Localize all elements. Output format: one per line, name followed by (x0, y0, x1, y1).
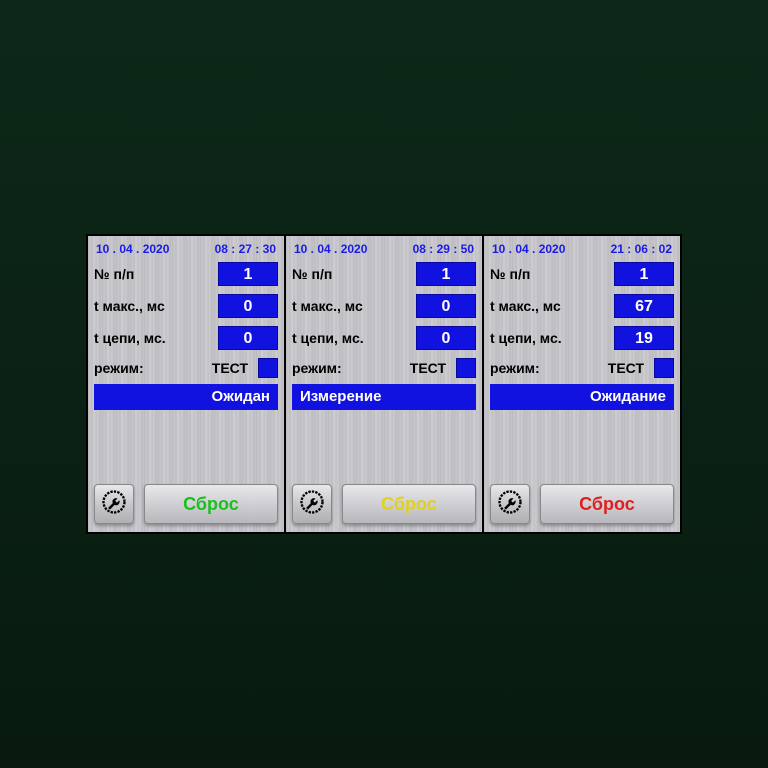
settings-button[interactable] (94, 484, 134, 524)
settings-button[interactable] (292, 484, 332, 524)
date-text: 10 . 04 . 2020 (492, 242, 565, 256)
value-mode: ТЕСТ (608, 360, 644, 376)
row-tmax: t макс., мс 67 (490, 294, 674, 318)
reset-button[interactable]: Сброс (144, 484, 278, 524)
label-tcircuit: t цепи, мс. (490, 330, 562, 346)
bottom-controls: Сброс (292, 484, 476, 524)
wrench-icon (100, 488, 128, 521)
value-np: 1 (218, 262, 278, 286)
label-mode: режим: (94, 360, 144, 376)
reset-button[interactable]: Сброс (342, 484, 476, 524)
value-tmax: 0 (218, 294, 278, 318)
date-text: 10 . 04 . 2020 (96, 242, 169, 256)
row-tmax: t макс., мс 0 (292, 294, 476, 318)
value-mode: ТЕСТ (212, 360, 248, 376)
value-tcircuit: 19 (614, 326, 674, 350)
date-text: 10 . 04 . 2020 (294, 242, 367, 256)
time-text: 08 : 29 : 50 (413, 242, 474, 256)
label-np: № п/п (292, 266, 332, 282)
label-tmax: t макс., мс (292, 298, 363, 314)
value-tmax: 0 (416, 294, 476, 318)
device-panel-3: 10 . 04 . 2020 21 : 06 : 02 № п/п 1 t ма… (484, 236, 680, 532)
device-panel-1: 10 . 04 . 2020 08 : 27 : 30 № п/п 1 t ма… (88, 236, 284, 532)
mode-indicator[interactable] (456, 358, 476, 378)
status-bar: Измерение (292, 384, 476, 410)
row-np: № п/п 1 (94, 262, 278, 286)
row-np: № п/п 1 (292, 262, 476, 286)
datetime-header: 10 . 04 . 2020 08 : 27 : 30 (94, 242, 278, 256)
status-bar: Ожидание (490, 384, 674, 410)
value-tcircuit: 0 (416, 326, 476, 350)
value-np: 1 (614, 262, 674, 286)
label-tcircuit: t цепи, мс. (292, 330, 364, 346)
status-bar: Ожидан (94, 384, 278, 410)
row-mode: режим: ТЕСТ (292, 358, 476, 378)
bottom-controls: Сброс (490, 484, 674, 524)
value-mode: ТЕСТ (410, 360, 446, 376)
row-tmax: t макс., мс 0 (94, 294, 278, 318)
label-tmax: t макс., мс (490, 298, 561, 314)
label-tcircuit: t цепи, мс. (94, 330, 166, 346)
row-tcircuit: t цепи, мс. 0 (94, 326, 278, 350)
settings-button[interactable] (490, 484, 530, 524)
label-np: № п/п (94, 266, 134, 282)
mode-indicator[interactable] (258, 358, 278, 378)
row-tcircuit: t цепи, мс. 19 (490, 326, 674, 350)
datetime-header: 10 . 04 . 2020 21 : 06 : 02 (490, 242, 674, 256)
label-np: № п/п (490, 266, 530, 282)
wrench-icon (298, 488, 326, 521)
panel-container: 10 . 04 . 2020 08 : 27 : 30 № п/п 1 t ма… (86, 234, 682, 534)
time-text: 08 : 27 : 30 (215, 242, 276, 256)
device-panel-2: 10 . 04 . 2020 08 : 29 : 50 № п/п 1 t ма… (286, 236, 482, 532)
time-text: 21 : 06 : 02 (611, 242, 672, 256)
label-tmax: t макс., мс (94, 298, 165, 314)
label-mode: режим: (292, 360, 342, 376)
value-tmax: 67 (614, 294, 674, 318)
value-tcircuit: 0 (218, 326, 278, 350)
mode-indicator[interactable] (654, 358, 674, 378)
row-tcircuit: t цепи, мс. 0 (292, 326, 476, 350)
value-np: 1 (416, 262, 476, 286)
bottom-controls: Сброс (94, 484, 278, 524)
wrench-icon (496, 488, 524, 521)
row-mode: режим: ТЕСТ (490, 358, 674, 378)
datetime-header: 10 . 04 . 2020 08 : 29 : 50 (292, 242, 476, 256)
row-np: № п/п 1 (490, 262, 674, 286)
label-mode: режим: (490, 360, 540, 376)
reset-button[interactable]: Сброс (540, 484, 674, 524)
row-mode: режим: ТЕСТ (94, 358, 278, 378)
